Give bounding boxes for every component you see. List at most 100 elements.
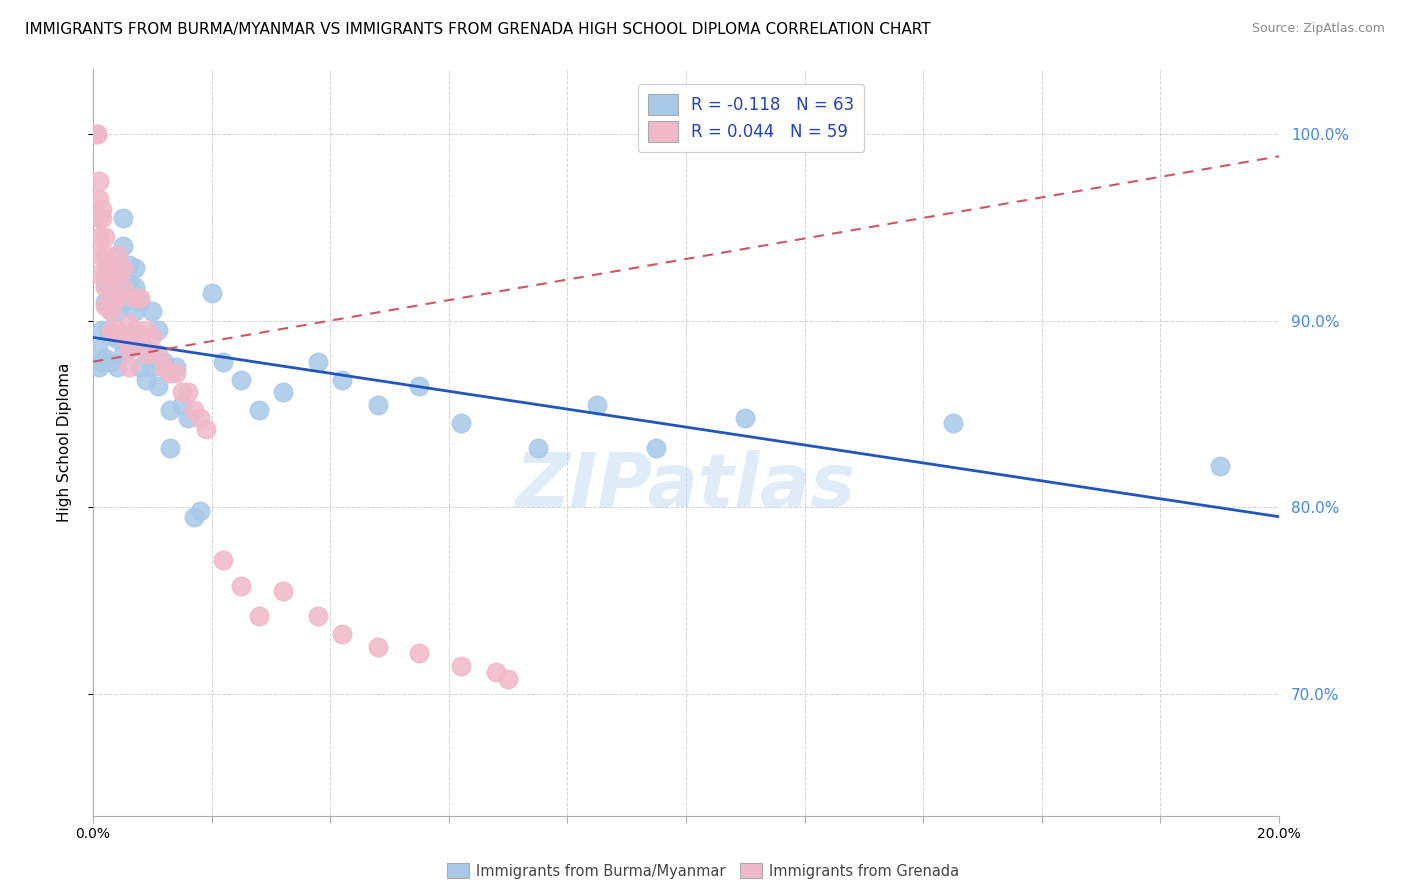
Point [100, 323, 122, 337]
Point [105, 360, 128, 375]
Point [90, 202, 112, 216]
Point [94, 229, 117, 244]
Point [148, 355, 170, 369]
Point [177, 410, 200, 425]
Point [177, 384, 200, 399]
Point [105, 304, 128, 318]
Point [129, 295, 152, 310]
Text: Source: ZipAtlas.com: Source: ZipAtlas.com [1251, 22, 1385, 36]
Point [103, 285, 125, 300]
Point [129, 328, 152, 343]
Point [94, 280, 117, 294]
Point [129, 360, 152, 375]
Point [129, 328, 152, 343]
Point [87, 211, 110, 225]
Point [105, 291, 128, 305]
Point [117, 360, 139, 375]
Point [165, 360, 187, 375]
Point [105, 248, 128, 262]
Point [148, 347, 170, 361]
Point [100, 355, 122, 369]
Point [94, 248, 117, 262]
Legend: Immigrants from Burma/Myanmar, Immigrants from Grenada: Immigrants from Burma/Myanmar, Immigrant… [441, 857, 965, 885]
Point [86, 127, 108, 141]
Point [90, 211, 112, 225]
Point [111, 280, 134, 294]
Point [526, 441, 548, 455]
Point [94, 267, 117, 281]
Point [100, 304, 122, 318]
Point [87, 267, 110, 281]
Point [87, 192, 110, 206]
Point [153, 355, 176, 369]
Point [111, 239, 134, 253]
Point [408, 646, 430, 660]
Y-axis label: High School Diploma: High School Diploma [58, 362, 72, 522]
Point [485, 665, 508, 679]
Point [271, 584, 294, 599]
Point [212, 355, 235, 369]
Point [201, 285, 224, 300]
Point [586, 398, 609, 412]
Point [188, 410, 211, 425]
Point [87, 360, 110, 375]
Point [645, 441, 668, 455]
Point [188, 504, 211, 518]
Text: IMMIGRANTS FROM BURMA/MYANMAR VS IMMIGRANTS FROM GRENADA HIGH SCHOOL DIPLOMA COR: IMMIGRANTS FROM BURMA/MYANMAR VS IMMIGRA… [25, 22, 931, 37]
Point [183, 403, 205, 417]
Point [100, 291, 122, 305]
Point [124, 261, 146, 276]
Point [100, 267, 122, 281]
Point [153, 360, 176, 375]
Point [408, 379, 430, 393]
Point [165, 366, 187, 380]
Point [105, 277, 128, 291]
Point [111, 347, 134, 361]
Point [105, 323, 128, 337]
Point [117, 342, 139, 356]
Point [105, 332, 128, 346]
Point [94, 299, 117, 313]
Point [94, 295, 117, 310]
Point [231, 373, 253, 387]
Point [330, 373, 353, 387]
Point [135, 373, 157, 387]
Point [117, 318, 139, 332]
Point [117, 342, 139, 356]
Point [170, 384, 193, 399]
Point [496, 672, 519, 686]
Point [141, 304, 163, 318]
Point [97, 323, 120, 337]
Point [87, 173, 110, 187]
Point [159, 403, 181, 417]
Point [135, 323, 157, 337]
Point [100, 272, 122, 286]
Point [148, 323, 170, 337]
Point [159, 366, 181, 380]
Point [247, 608, 270, 623]
Point [129, 291, 152, 305]
Point [307, 355, 329, 369]
Point [94, 351, 117, 365]
Text: ZIPatlas: ZIPatlas [516, 450, 856, 524]
Point [159, 441, 181, 455]
Point [141, 328, 163, 343]
Point [450, 417, 472, 431]
Point [105, 267, 128, 281]
Point [111, 328, 134, 343]
Point [90, 323, 112, 337]
Point [117, 277, 139, 291]
Point [103, 291, 125, 305]
Point [183, 509, 205, 524]
Point [450, 659, 472, 673]
Point [97, 258, 120, 272]
Point [111, 295, 134, 310]
Point [367, 640, 389, 655]
Point [124, 291, 146, 305]
Point [247, 403, 270, 417]
Point [111, 261, 134, 276]
Point [87, 342, 110, 356]
Point [87, 248, 110, 262]
Point [148, 379, 170, 393]
Point [734, 410, 756, 425]
